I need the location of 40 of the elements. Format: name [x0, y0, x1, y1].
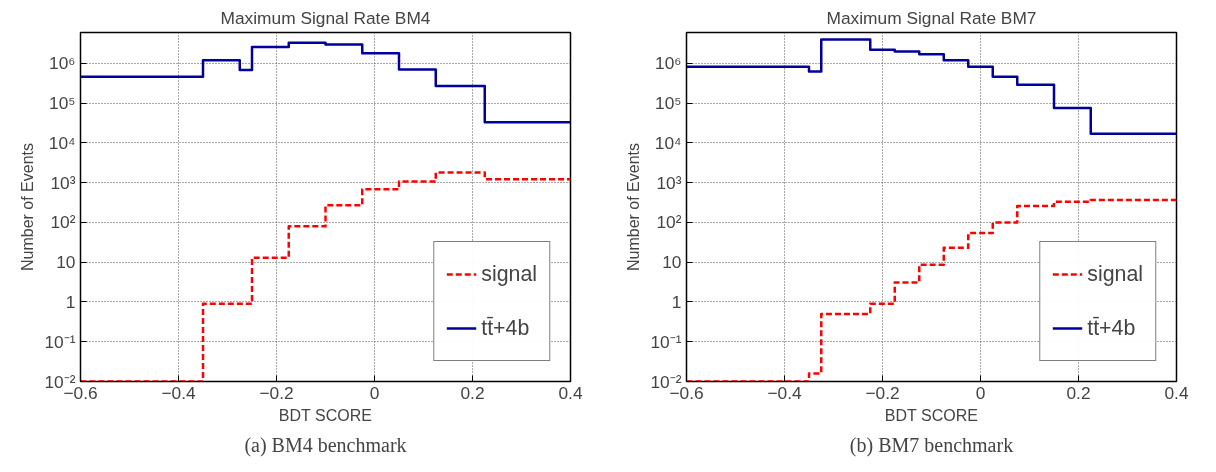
y-tick-label: 10⁶ [49, 53, 76, 74]
x-axis-title: BDT SCORE [884, 406, 978, 424]
x-tick-label: 0.4 [558, 382, 583, 403]
y-axis-title: Number of Events [19, 142, 37, 272]
x-tick-label: −0.6 [669, 382, 704, 403]
y-tick-label: 10² [50, 212, 76, 233]
x-tick-label: −0.4 [767, 382, 802, 403]
y-tick-label: 10⁻¹ [44, 331, 76, 352]
chart-title: Maximum Signal Rate BM7 [826, 7, 1037, 28]
y-tick-label: 10⁻¹ [650, 331, 682, 352]
legend-label: tt̄+4b [481, 315, 530, 341]
y-axis-title: Number of Events [625, 142, 643, 272]
x-tick-label: 0 [369, 382, 380, 403]
x-tick-label: −0.4 [161, 382, 196, 403]
chart-title: Maximum Signal Rate BM4 [220, 7, 431, 28]
text: (a) BM4 benchmark [244, 433, 407, 457]
y-tick-label: 10⁶ [655, 53, 682, 74]
y-tick-label: 10⁵ [655, 93, 682, 114]
x-tick-label: 0 [975, 382, 986, 403]
y-tick-label: 10⁴ [654, 132, 682, 153]
y-tick-label: 10² [656, 212, 682, 233]
legend-label: signal [1087, 261, 1143, 287]
legend-label: signal [481, 261, 537, 287]
y-tick-label: 10³ [656, 172, 682, 193]
x-tick-label: 0.2 [460, 382, 485, 403]
text: (b) BM7 benchmark [849, 433, 1014, 457]
x-axis-title: BDT SCORE [278, 406, 372, 424]
x-tick-label: 0.2 [1066, 382, 1091, 403]
y-tick-label: 1 [65, 291, 76, 312]
y-tick-label: 10⁴ [48, 132, 76, 153]
y-tick-label: 10 [56, 252, 76, 273]
x-tick-label: −0.6 [63, 382, 98, 403]
y-tick-label: 10³ [50, 172, 76, 193]
x-tick-label: 0.4 [1164, 382, 1189, 403]
legend-label: tt̄+4b [1087, 315, 1136, 341]
x-tick-label: −0.2 [865, 382, 900, 403]
y-tick-label: 10 [662, 252, 682, 273]
y-tick-label: 10⁵ [49, 93, 76, 114]
x-tick-label: −0.2 [259, 382, 294, 403]
y-tick-label: 1 [671, 291, 682, 312]
